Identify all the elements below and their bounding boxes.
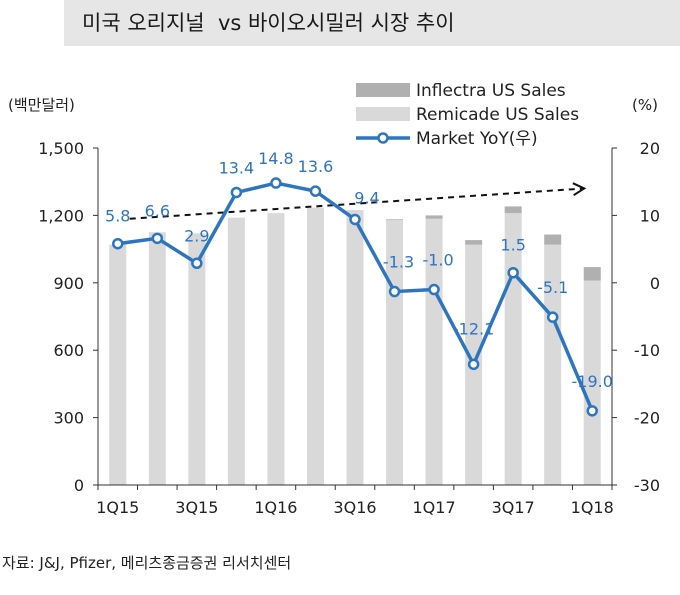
right-axis-label: (%) [632,96,658,114]
left-tick-label: 900 [53,274,84,293]
yoy-point [191,257,203,270]
x-tick-label: 3Q16 [333,498,376,517]
inflectra-bar [504,206,522,214]
yoy-data-label: 2.9 [184,226,209,245]
source-note: 자료: J&J, Pfizer, 메리츠종금증권 리서치센터 [2,554,292,572]
remicade-bar [188,233,206,485]
left-tick-label: 1,500 [38,139,84,158]
x-tick-label: 1Q17 [413,498,456,517]
yoy-point [428,283,440,296]
yoy-data-label: 13.4 [219,158,255,177]
legend-swatch-yoy-marker [377,132,389,144]
yoy-data-label: -5.1 [537,278,568,297]
remicade-bar [544,244,562,485]
trend-line [129,187,585,220]
yoy-data-label: 9.4 [354,188,379,207]
x-tick-label: 3Q15 [175,498,218,517]
title-bar: 미국 오리지널 vs 바이오시밀러 시장 추이 [64,0,680,46]
right-tick-label: -30 [634,476,660,495]
right-tick-label: 0 [650,274,660,293]
yoy-data-label: -19.0 [572,372,613,391]
yoy-point [230,186,243,199]
yoy-data-label: 6.6 [145,201,170,220]
remicade-bar [306,207,324,485]
yoy-point [309,185,322,197]
remicade-bar [148,232,166,485]
yoy-point [586,405,598,417]
left-tick-label: 600 [53,341,84,360]
chart-title: 미국 오리지널 vs 바이오시밀러 시장 추이 [82,11,455,35]
trend-arrowhead [572,182,587,197]
x-tick-label: 3Q17 [492,498,535,517]
legend-label-inflectra: Inflectra US Sales [416,81,566,101]
inflectra-bar [465,240,483,245]
left-tick-label: 0 [74,476,84,495]
legend-swatch-remicade [356,107,410,121]
inflectra-bar [425,215,443,219]
legend-swatch-inflectra [356,83,410,97]
legend-label-yoy: Market YoY(우) [416,129,538,149]
yoy-data-label: 1.5 [500,236,525,255]
x-tick-label: 1Q15 [96,498,139,517]
yoy-point [507,266,519,279]
yoy-point [270,177,282,189]
yoy-data-label: 5.8 [105,207,130,226]
remicade-bar [346,210,364,485]
yoy-point [349,213,361,226]
inflectra-bar [583,267,601,281]
left-tick-label: 1,200 [38,206,84,225]
yoy-point [112,237,124,250]
remicade-bar [109,244,127,485]
right-tick-label: 10 [640,206,660,225]
yoy-data-label: 13.6 [298,157,334,176]
yoy-data-label: -1.3 [383,253,414,272]
remicade-bar [583,280,601,485]
remicade-bar [425,218,443,485]
right-tick-label: -20 [634,409,660,428]
yoy-point [467,358,480,371]
left-tick-label: 300 [53,409,84,428]
yoy-data-label: -1.0 [422,251,453,270]
left-axis-label: (백만달러) [8,96,75,114]
x-tick-label: 1Q18 [571,498,614,517]
yoy-point [546,311,559,323]
yoy-point [388,285,401,298]
right-tick-label: 20 [640,139,660,158]
remicade-bar [267,213,285,486]
yoy-data-label: 14.8 [258,149,294,168]
yoy-data-label: -12.1 [453,319,494,338]
x-tick-label: 1Q16 [254,498,297,517]
inflectra-bar [544,234,562,245]
right-tick-label: -10 [634,341,660,360]
chart-area: 0 300 600 900 1,200 1,500 -30 -20 -10 0 10 20 1Q15 3Q… [8,81,660,517]
remicade-bar [227,217,245,485]
yoy-point [151,232,164,245]
inflectra-bar [386,219,404,220]
legend-label-remicade: Remicade US Sales [416,105,579,125]
